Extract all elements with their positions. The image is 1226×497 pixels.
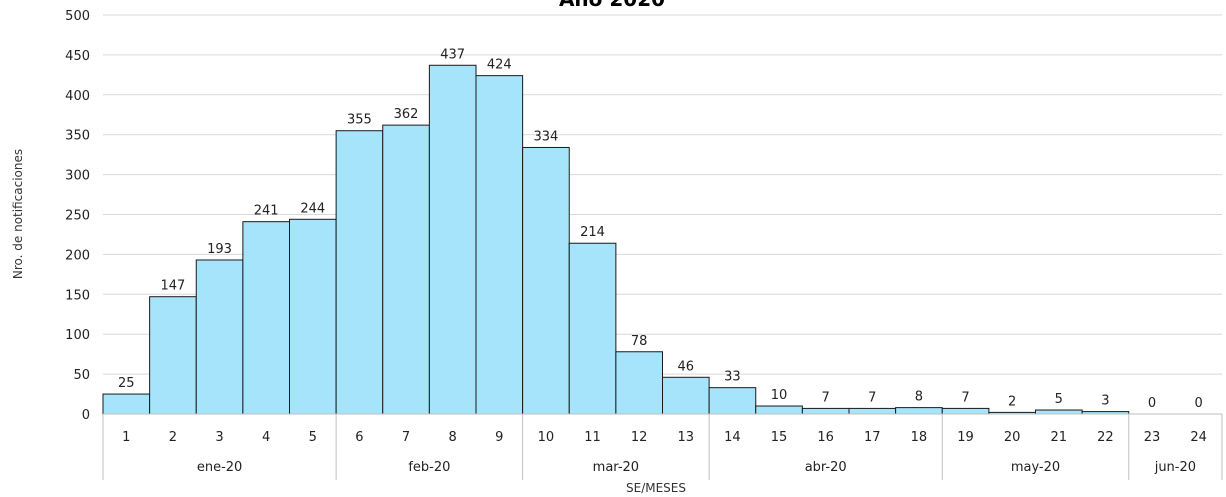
month-label: feb-20 xyxy=(408,460,450,475)
x-tick-label: 4 xyxy=(262,430,270,445)
data-label: 7 xyxy=(822,390,830,405)
x-tick-label: 16 xyxy=(817,430,834,445)
x-tick-label: 5 xyxy=(309,430,317,445)
x-axis: 1 2 3 4 5 6 7 8 9 10 11 12 13 14 15 16 17 18 19 20 21 22 23 24e… xyxy=(102,413,1223,480)
data-label: 46 xyxy=(678,359,695,374)
bar xyxy=(475,75,524,415)
bar xyxy=(662,376,710,415)
x-tick-label: 22 xyxy=(1097,430,1114,445)
y-tick-label: 500 xyxy=(65,9,90,24)
y-tick-label: 400 xyxy=(65,89,90,104)
x-tick-label: 18 xyxy=(911,430,928,445)
bar xyxy=(1035,409,1083,415)
data-label: 244 xyxy=(300,201,325,216)
data-label: 334 xyxy=(534,129,559,144)
x-tick-label: 9 xyxy=(495,430,503,445)
data-label: 193 xyxy=(207,242,232,257)
bar xyxy=(242,221,290,415)
x-tick-label: 13 xyxy=(678,430,695,445)
bar xyxy=(382,124,430,415)
x-tick-label: 7 xyxy=(402,430,410,445)
x-tick-label: 20 xyxy=(1004,430,1021,445)
data-label: 241 xyxy=(254,204,279,219)
bar xyxy=(615,351,663,415)
data-label: 2 xyxy=(1008,394,1016,409)
x-tick-label: 10 xyxy=(538,430,555,445)
x-tick-label: 6 xyxy=(355,430,363,445)
y-tick-label: 150 xyxy=(65,288,90,303)
x-axis-title: SE/MESES xyxy=(626,481,686,495)
x-tick-label: 3 xyxy=(215,430,223,445)
data-label: 5 xyxy=(1055,392,1063,407)
data-label: 10 xyxy=(771,388,788,403)
y-axis: 0 50 100 150 200 250 300 350 400 450 500 xyxy=(65,9,90,423)
data-label: 33 xyxy=(724,370,741,385)
x-tick-label: 12 xyxy=(631,430,648,445)
data-label: 78 xyxy=(631,334,648,349)
x-tick-label: 23 xyxy=(1144,430,1161,445)
month-label: jun-20 xyxy=(1154,460,1196,475)
x-tick-label: 19 xyxy=(957,430,974,445)
data-label: 7 xyxy=(961,390,969,405)
data-label: 437 xyxy=(440,47,465,62)
y-tick-label: 200 xyxy=(65,248,90,263)
data-label: 362 xyxy=(394,107,419,122)
bar xyxy=(289,218,337,415)
y-tick-label: 450 xyxy=(65,49,90,64)
x-tick-label: 24 xyxy=(1190,430,1207,445)
data-label: 0 xyxy=(1148,396,1156,411)
data-label: 355 xyxy=(347,113,372,128)
data-label: 0 xyxy=(1195,396,1203,411)
data-label: 3 xyxy=(1101,394,1109,409)
bar xyxy=(941,407,990,415)
data-label: 25 xyxy=(118,376,135,391)
y-axis-title: Nro. de notificaciones xyxy=(11,149,25,279)
x-tick-label: 14 xyxy=(724,430,741,445)
y-tick-label: 0 xyxy=(82,408,90,423)
month-label: mar-20 xyxy=(593,460,639,475)
bar xyxy=(801,407,850,415)
x-tick-label: 8 xyxy=(449,430,457,445)
bar xyxy=(895,407,943,415)
data-label: 8 xyxy=(915,390,923,405)
bar xyxy=(102,393,151,415)
x-tick-label: 21 xyxy=(1051,430,1068,445)
x-tick-label: 15 xyxy=(771,430,788,445)
month-label: ene-20 xyxy=(197,460,242,475)
bar xyxy=(195,259,244,415)
bar xyxy=(149,296,197,415)
data-label: 7 xyxy=(868,390,876,405)
data-label: 214 xyxy=(580,225,605,240)
x-tick-label: 17 xyxy=(864,430,881,445)
x-tick-label: 11 xyxy=(584,430,601,445)
x-tick-label: 1 xyxy=(122,430,130,445)
bar xyxy=(755,405,803,415)
month-label: may-20 xyxy=(1011,460,1060,475)
bar xyxy=(708,387,757,415)
y-tick-label: 100 xyxy=(65,328,90,343)
bar xyxy=(568,242,617,415)
x-tick-label: 2 xyxy=(169,430,177,445)
y-tick-label: 250 xyxy=(65,209,90,224)
y-tick-label: 300 xyxy=(65,169,90,184)
bar xyxy=(335,130,384,415)
data-label: 424 xyxy=(487,58,512,73)
y-tick-label: 350 xyxy=(65,129,90,144)
month-label: abr-20 xyxy=(805,460,847,475)
y-tick-label: 50 xyxy=(73,368,90,383)
bar xyxy=(428,64,477,415)
bar xyxy=(522,146,570,415)
chart-title: Año 2020 xyxy=(559,0,665,11)
data-label: 147 xyxy=(161,279,186,294)
bar xyxy=(848,407,897,415)
